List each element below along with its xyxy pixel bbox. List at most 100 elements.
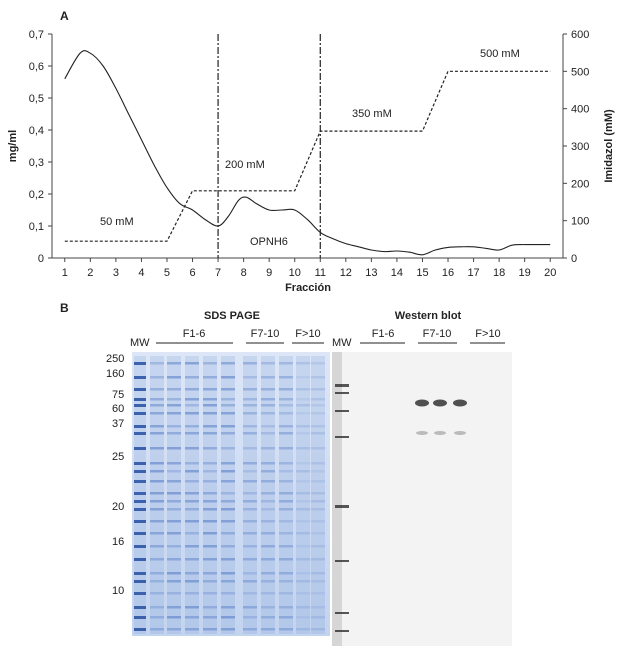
sds-band	[243, 462, 257, 465]
sds-band	[150, 606, 164, 609]
sds-band	[203, 580, 217, 583]
wb-faint-band	[454, 431, 466, 435]
y2-tick-label: 300	[571, 141, 589, 153]
sds-band	[185, 425, 199, 428]
sds-band	[167, 404, 181, 407]
sds-band	[261, 412, 275, 415]
sds-band	[203, 412, 217, 415]
sds-band	[311, 500, 325, 503]
mw-60: 60	[112, 403, 124, 415]
sds-lane	[261, 356, 275, 634]
wb-opnh6-band	[433, 399, 447, 407]
sds-band	[311, 412, 325, 415]
sds-band	[150, 592, 164, 595]
x-tick-label: 17	[467, 267, 479, 279]
x-tick-label: 5	[164, 267, 170, 279]
sds-band	[221, 462, 235, 465]
sds-band	[134, 532, 146, 535]
sds-lane	[311, 356, 325, 634]
sds-band	[311, 508, 325, 511]
sds-band	[185, 572, 199, 575]
sds-band	[311, 628, 325, 631]
wb-faint-band	[416, 431, 428, 435]
imidazol-series-line	[64, 70, 551, 242]
sds-band	[243, 558, 257, 561]
sds-band	[279, 492, 293, 495]
sds-band	[167, 432, 181, 435]
sds-band	[243, 592, 257, 595]
sds-band	[311, 520, 325, 523]
sds-band	[203, 425, 217, 428]
wb-mw-label: MW	[332, 337, 352, 349]
sds-band	[279, 447, 293, 450]
sds-band	[150, 572, 164, 575]
sds-band	[167, 470, 181, 473]
sds-band	[296, 558, 310, 561]
x-tick-label: 4	[138, 267, 144, 279]
sds-band	[185, 412, 199, 415]
sds-band	[134, 398, 146, 401]
sds-band	[311, 480, 325, 483]
x-tick-label: 3	[113, 267, 119, 279]
sds-band	[150, 362, 164, 365]
sds-band	[296, 470, 310, 473]
sds-band	[167, 388, 181, 391]
sds-band	[261, 545, 275, 548]
sds-band	[150, 432, 164, 435]
sds-band	[221, 412, 235, 415]
sds-band	[150, 398, 164, 401]
sds-band	[279, 616, 293, 619]
sds-band	[296, 606, 310, 609]
sds-page-title: SDS PAGE	[204, 310, 260, 322]
sds-band	[296, 545, 310, 548]
sds-lane	[296, 356, 310, 634]
label-350mm: 350 mM	[352, 108, 392, 120]
sds-band	[311, 462, 325, 465]
sds-band	[279, 508, 293, 511]
sds-band	[203, 470, 217, 473]
sds-band	[150, 492, 164, 495]
sds-band	[243, 500, 257, 503]
sds-band	[311, 572, 325, 575]
sds-band	[296, 628, 310, 631]
sds-band	[261, 404, 275, 407]
sds-band	[279, 480, 293, 483]
sds-band	[221, 580, 235, 583]
sds-band	[261, 508, 275, 511]
sds-band	[279, 412, 293, 415]
sds-band	[261, 432, 275, 435]
sds-band	[134, 480, 146, 483]
sds-band	[243, 398, 257, 401]
fraction-dividers	[217, 34, 321, 258]
sds-band	[185, 388, 199, 391]
wb-bands	[335, 384, 467, 632]
sds-band	[279, 520, 293, 523]
sds-lanes	[134, 356, 325, 634]
sds-band	[221, 404, 235, 407]
sds-band	[221, 500, 235, 503]
mw-20: 20	[112, 501, 124, 513]
sds-band	[150, 480, 164, 483]
sds-band	[261, 425, 275, 428]
sds-band	[243, 508, 257, 511]
sds-band	[261, 362, 275, 365]
sds-band	[261, 558, 275, 561]
sds-band	[243, 376, 257, 379]
protein-concentration-line	[64, 50, 551, 256]
sds-band	[311, 470, 325, 473]
sds-band	[279, 432, 293, 435]
sds-band	[243, 492, 257, 495]
sds-band	[185, 520, 199, 523]
x-tick-label: 8	[241, 267, 247, 279]
wb-ladder-band	[335, 410, 349, 412]
sds-band	[185, 545, 199, 548]
sds-band	[221, 508, 235, 511]
sds-band	[134, 447, 146, 450]
wb-group-f-gt-10: F>10	[475, 328, 500, 340]
right-y-ticks: 0 100 200 300 400 500 600	[563, 29, 589, 265]
label-opnh6: OPNH6	[250, 236, 288, 248]
x-tick-label: 11	[315, 267, 326, 279]
sds-band	[221, 470, 235, 473]
sds-band	[279, 532, 293, 535]
sds-band	[243, 470, 257, 473]
